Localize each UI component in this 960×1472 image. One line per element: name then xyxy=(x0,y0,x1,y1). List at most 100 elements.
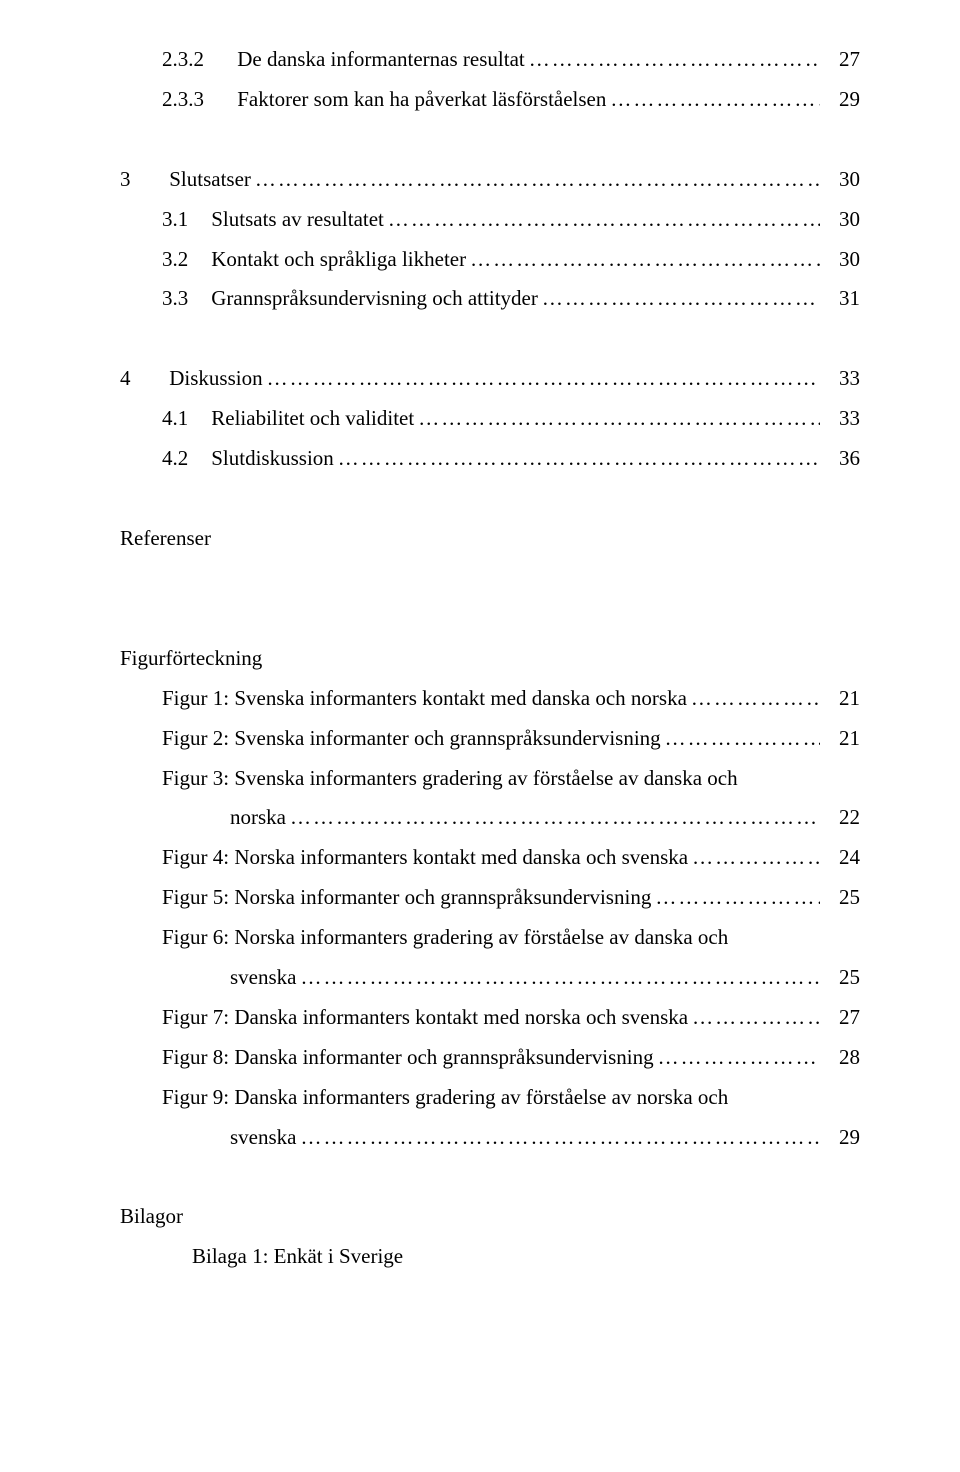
toc-heading: Referenser xyxy=(120,519,860,559)
toc-entry: 3.1 Slutsats av resultatet 30 xyxy=(120,200,860,240)
toc-leader-dots xyxy=(655,878,820,918)
toc-entry: 2.3.2 De danska informanternas resultat … xyxy=(120,40,860,80)
document-page: 2.3.2 De danska informanternas resultat … xyxy=(0,0,960,1472)
spacer xyxy=(120,559,860,599)
toc-page: 21 xyxy=(824,679,860,719)
toc-leader-dots xyxy=(529,40,820,80)
spacer xyxy=(120,479,860,519)
toc-leader-dots xyxy=(301,1118,821,1158)
toc-title: svenska xyxy=(230,1118,297,1158)
toc-title: Figur 4: Norska informanters kontakt med… xyxy=(162,838,688,878)
toc-entry: Figur 2: Svenska informanter och grannsp… xyxy=(120,719,860,759)
toc-title: norska xyxy=(230,798,286,838)
toc-page: 27 xyxy=(824,998,860,1038)
toc-title: Figur 9: Danska informanters gradering a… xyxy=(162,1078,728,1118)
toc-heading: Bilagor xyxy=(120,1197,860,1237)
toc-page: 22 xyxy=(824,798,860,838)
toc-page: 29 xyxy=(824,80,860,120)
toc-entry: Figur 3: Svenska informanters gradering … xyxy=(120,759,860,799)
toc-leader-dots xyxy=(388,200,820,240)
toc-number: 2.3.2 xyxy=(162,40,232,80)
spacer xyxy=(120,319,860,359)
toc-title: Grannspråksundervisning och attityder xyxy=(211,286,538,310)
toc-leader-dots xyxy=(691,679,820,719)
toc-page: 29 xyxy=(824,1118,860,1158)
toc-entry: Figur 9: Danska informanters gradering a… xyxy=(120,1078,860,1118)
toc-leader-dots xyxy=(418,399,820,439)
toc-page: 25 xyxy=(824,878,860,918)
toc-entry-continuation: svenska 25 xyxy=(120,958,860,998)
toc-entry: Bilaga 1: Enkät i Sverige xyxy=(120,1237,860,1277)
toc-title: svenska xyxy=(230,958,297,998)
toc-title: De danska informanternas resultat xyxy=(237,47,524,71)
toc-number: 3.3 xyxy=(162,279,206,319)
toc-page: 30 xyxy=(824,240,860,280)
toc-number: 4.2 xyxy=(162,439,206,479)
toc-page: 27 xyxy=(824,40,860,80)
toc-label: 3.2 Kontakt och språkliga likheter xyxy=(162,240,466,280)
toc-label: 2.3.3 Faktorer som kan ha påverkat läsfö… xyxy=(162,80,606,120)
toc-title: Slutsats av resultatet xyxy=(211,207,384,231)
toc-leader-dots xyxy=(267,359,820,399)
toc-entry: 2.3.3 Faktorer som kan ha påverkat läsfö… xyxy=(120,80,860,120)
toc-leader-dots xyxy=(338,439,820,479)
toc-leader-dots xyxy=(542,279,820,319)
toc-page: 24 xyxy=(824,838,860,878)
toc-label: 4 Diskussion xyxy=(120,359,263,399)
toc-title: Figur 2: Svenska informanter och grannsp… xyxy=(162,719,661,759)
toc-page: 25 xyxy=(824,958,860,998)
toc-number: 4 xyxy=(120,359,164,399)
toc-page: 21 xyxy=(824,719,860,759)
toc-leader-dots xyxy=(610,80,820,120)
toc-page: 30 xyxy=(824,200,860,240)
toc-page: 31 xyxy=(824,279,860,319)
toc-number: 2.3.3 xyxy=(162,80,232,120)
toc-label: 3 Slutsatser xyxy=(120,160,251,200)
toc-title: Figur 6: Norska informanters gradering a… xyxy=(162,918,728,958)
toc-entry: 3 Slutsatser 30 xyxy=(120,160,860,200)
toc-page: 33 xyxy=(824,399,860,439)
toc-title: Figur 7: Danska informanters kontakt med… xyxy=(162,998,688,1038)
toc-entry: Figur 8: Danska informanter och grannspr… xyxy=(120,1038,860,1078)
toc-title: Figurförteckning xyxy=(120,639,262,679)
toc-page: 28 xyxy=(824,1038,860,1078)
toc-entry: Figur 5: Norska informanter och grannspr… xyxy=(120,878,860,918)
toc-title: Diskussion xyxy=(169,366,262,390)
toc-number: 3.1 xyxy=(162,200,206,240)
toc-label: 2.3.2 De danska informanternas resultat xyxy=(162,40,525,80)
toc-title: Figur 1: Svenska informanters kontakt me… xyxy=(162,679,687,719)
spacer xyxy=(120,120,860,160)
toc-leader-dots xyxy=(692,838,820,878)
toc-leader-dots xyxy=(301,958,821,998)
toc-entry: Figur 4: Norska informanters kontakt med… xyxy=(120,838,860,878)
toc-page: 30 xyxy=(824,160,860,200)
toc-title: Bilaga 1: Enkät i Sverige xyxy=(192,1237,403,1277)
toc-entry: 3.3 Grannspråksundervisning och attityde… xyxy=(120,279,860,319)
toc-title: Kontakt och språkliga likheter xyxy=(211,247,466,271)
toc-page: 36 xyxy=(824,439,860,479)
toc-title: Figur 8: Danska informanter och grannspr… xyxy=(162,1038,654,1078)
spacer xyxy=(120,599,860,639)
toc-title: Slutdiskussion xyxy=(211,446,334,470)
toc-label: 4.2 Slutdiskussion xyxy=(162,439,334,479)
toc-entry: 3.2 Kontakt och språkliga likheter 30 xyxy=(120,240,860,280)
toc-title: Reliabilitet och validitet xyxy=(211,406,414,430)
toc-entry: Figur 1: Svenska informanters kontakt me… xyxy=(120,679,860,719)
toc-label: 4.1 Reliabilitet och validitet xyxy=(162,399,414,439)
toc-page: 33 xyxy=(824,359,860,399)
toc-entry-continuation: svenska 29 xyxy=(120,1118,860,1158)
toc-entry: 4.1 Reliabilitet och validitet 33 xyxy=(120,399,860,439)
toc-number: 3.2 xyxy=(162,240,206,280)
toc-leader-dots xyxy=(255,160,820,200)
toc-label: 3.1 Slutsats av resultatet xyxy=(162,200,384,240)
spacer xyxy=(120,1157,860,1197)
toc-entry: Figur 7: Danska informanters kontakt med… xyxy=(120,998,860,1038)
toc-leader-dots xyxy=(692,998,820,1038)
toc-entry: Figur 6: Norska informanters gradering a… xyxy=(120,918,860,958)
toc-leader-dots xyxy=(290,798,820,838)
toc-title: Bilagor xyxy=(120,1197,183,1237)
toc-leader-dots xyxy=(470,240,820,280)
toc-entry-continuation: norska 22 xyxy=(120,798,860,838)
toc-entry: 4.2 Slutdiskussion 36 xyxy=(120,439,860,479)
toc-label: 3.3 Grannspråksundervisning och attityde… xyxy=(162,279,538,319)
